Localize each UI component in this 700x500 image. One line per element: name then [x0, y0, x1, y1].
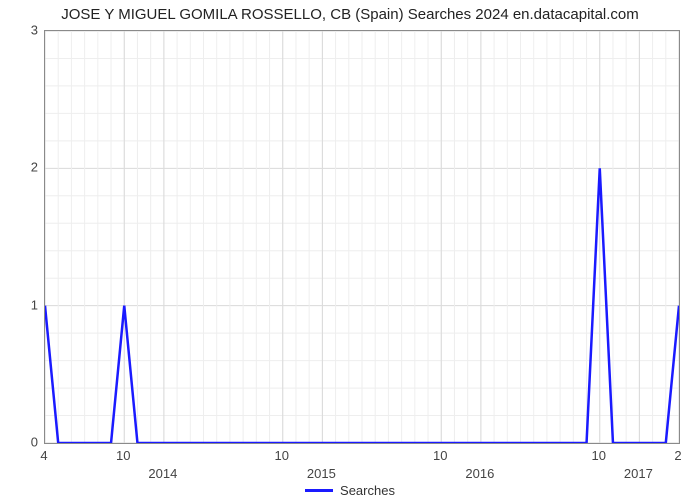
y-tick-label: 2	[10, 160, 38, 175]
legend-swatch	[305, 489, 333, 492]
x-tick-label: 2	[674, 448, 681, 463]
legend-label: Searches	[340, 483, 395, 498]
legend-item-searches: Searches	[305, 483, 395, 498]
x-tick-label: 10	[116, 448, 130, 463]
y-tick-label: 0	[10, 435, 38, 450]
x-tick-label: 10	[275, 448, 289, 463]
legend: Searches	[0, 479, 700, 498]
x-tick-label: 4	[40, 448, 47, 463]
x-tick-label: 10	[592, 448, 606, 463]
chart-title: JOSE Y MIGUEL GOMILA ROSSELLO, CB (Spain…	[0, 6, 700, 23]
chart-container: JOSE Y MIGUEL GOMILA ROSSELLO, CB (Spain…	[0, 0, 700, 500]
y-tick-label: 3	[10, 23, 38, 38]
plot-svg	[45, 31, 679, 443]
y-tick-label: 1	[10, 297, 38, 312]
plot-area	[44, 30, 680, 444]
x-tick-label: 10	[433, 448, 447, 463]
